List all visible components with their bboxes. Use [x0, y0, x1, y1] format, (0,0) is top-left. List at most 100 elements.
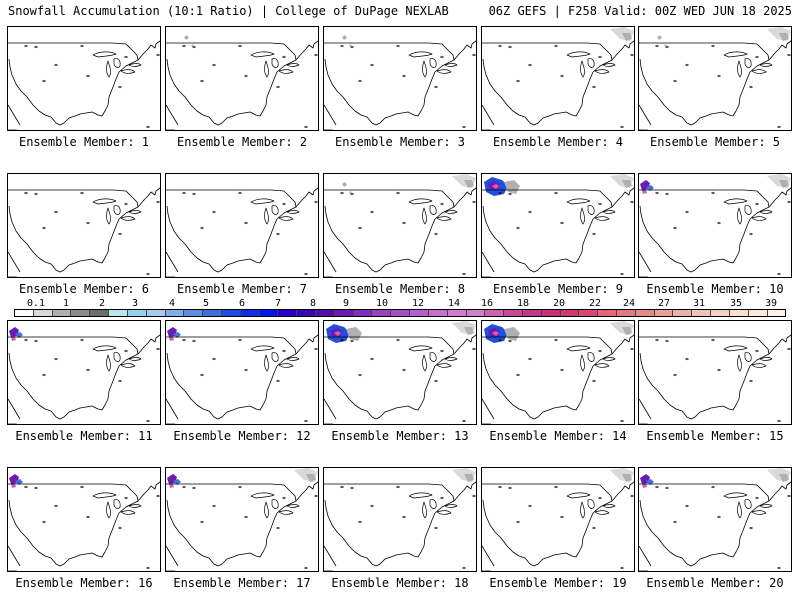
great-lake [587, 499, 595, 509]
small-lake [276, 526, 280, 530]
snowfall-area [349, 44, 352, 47]
us-map [166, 35, 318, 130]
coastline [324, 251, 337, 273]
small-lake [156, 53, 160, 57]
small-lake [350, 192, 354, 196]
great-lake [566, 345, 591, 352]
small-lake [54, 63, 58, 67]
small-lake [560, 74, 564, 78]
great-lake [444, 357, 458, 361]
great-lake [286, 504, 300, 508]
small-lake [755, 349, 759, 353]
colorbar-labels: 0.1 1 2 3 4 5 6 7 8 9 10 12 14 16 18 20 22 24 27 31 35 39 [14, 298, 786, 309]
small-lake [554, 44, 558, 48]
small-lake [146, 419, 150, 423]
coastline [166, 423, 176, 424]
small-lake [598, 202, 602, 206]
coastline [8, 423, 18, 424]
small-lake [516, 520, 520, 524]
great-lake [751, 510, 767, 515]
coastline [324, 483, 455, 567]
small-lake [182, 44, 186, 48]
small-lake [124, 55, 128, 59]
great-lake [250, 51, 275, 58]
colorbar-swatch [90, 310, 110, 316]
snowfall-area [346, 327, 362, 341]
small-lake [42, 520, 46, 524]
colorbar-swatch [221, 310, 241, 316]
small-lake [350, 45, 354, 49]
great-lake [278, 510, 294, 515]
ensemble-map-panel [638, 320, 792, 425]
small-lake [340, 485, 344, 489]
great-lake [737, 207, 742, 225]
small-lake [200, 520, 204, 524]
coastline [639, 129, 649, 130]
small-lake [54, 504, 58, 508]
colorbar-tick-label: 3 [131, 298, 139, 309]
small-lake [86, 221, 90, 225]
colorbar-tick-label: 12 [411, 298, 425, 309]
great-lake [278, 363, 294, 368]
small-lake [717, 221, 721, 225]
ensemble-map-panel [323, 320, 477, 425]
great-lake [113, 352, 121, 362]
coastline [137, 40, 160, 61]
colorbar-swatch [617, 310, 636, 316]
coastline [324, 42, 455, 126]
small-lake [192, 192, 196, 196]
small-lake [314, 53, 318, 57]
great-lake [286, 357, 300, 361]
coastline [137, 334, 160, 355]
great-lake [106, 354, 111, 372]
great-lake [751, 363, 767, 368]
small-lake [717, 74, 721, 78]
small-lake [80, 44, 84, 48]
ensemble-member-label: Ensemble Member: 3 [334, 135, 466, 149]
great-lake [602, 63, 616, 67]
snowfall-area [622, 33, 632, 41]
colorbar-swatch [278, 310, 298, 316]
small-lake [396, 338, 400, 342]
small-lake [498, 44, 502, 48]
small-lake [340, 338, 344, 342]
coastline [324, 129, 334, 130]
small-lake [498, 485, 502, 489]
small-lake [665, 486, 669, 490]
small-lake [685, 357, 689, 361]
small-lake [118, 526, 122, 530]
ensemble-map-panel [481, 173, 635, 278]
small-lake [462, 419, 466, 423]
great-lake [566, 51, 591, 58]
small-lake [42, 79, 46, 83]
colorbar-tick-label: 8 [309, 298, 317, 309]
coastline [639, 42, 770, 126]
small-lake [192, 339, 196, 343]
small-lake [350, 339, 354, 343]
small-lake [434, 85, 438, 89]
small-lake [24, 338, 28, 342]
small-lake [80, 191, 84, 195]
colorbar-swatch [560, 310, 580, 316]
small-lake [434, 379, 438, 383]
ensemble-map-panel [165, 467, 319, 572]
colorbar-swatch [654, 310, 674, 316]
small-lake [304, 125, 308, 129]
snowfall-area [169, 337, 174, 341]
coastline [482, 423, 492, 424]
small-lake [402, 74, 406, 78]
small-lake [212, 504, 216, 508]
coastline [639, 276, 649, 277]
small-lake [24, 191, 28, 195]
snowfall-area [342, 35, 347, 40]
great-lake [120, 69, 136, 74]
colorbar-swatch [259, 310, 279, 316]
ensemble-member-label: Ensemble Member: 13 [331, 429, 469, 443]
coastline [639, 483, 770, 567]
small-lake [146, 272, 150, 276]
coastline [324, 189, 455, 273]
small-lake [665, 45, 669, 49]
small-lake [304, 419, 308, 423]
small-lake [124, 496, 128, 500]
small-lake [685, 504, 689, 508]
